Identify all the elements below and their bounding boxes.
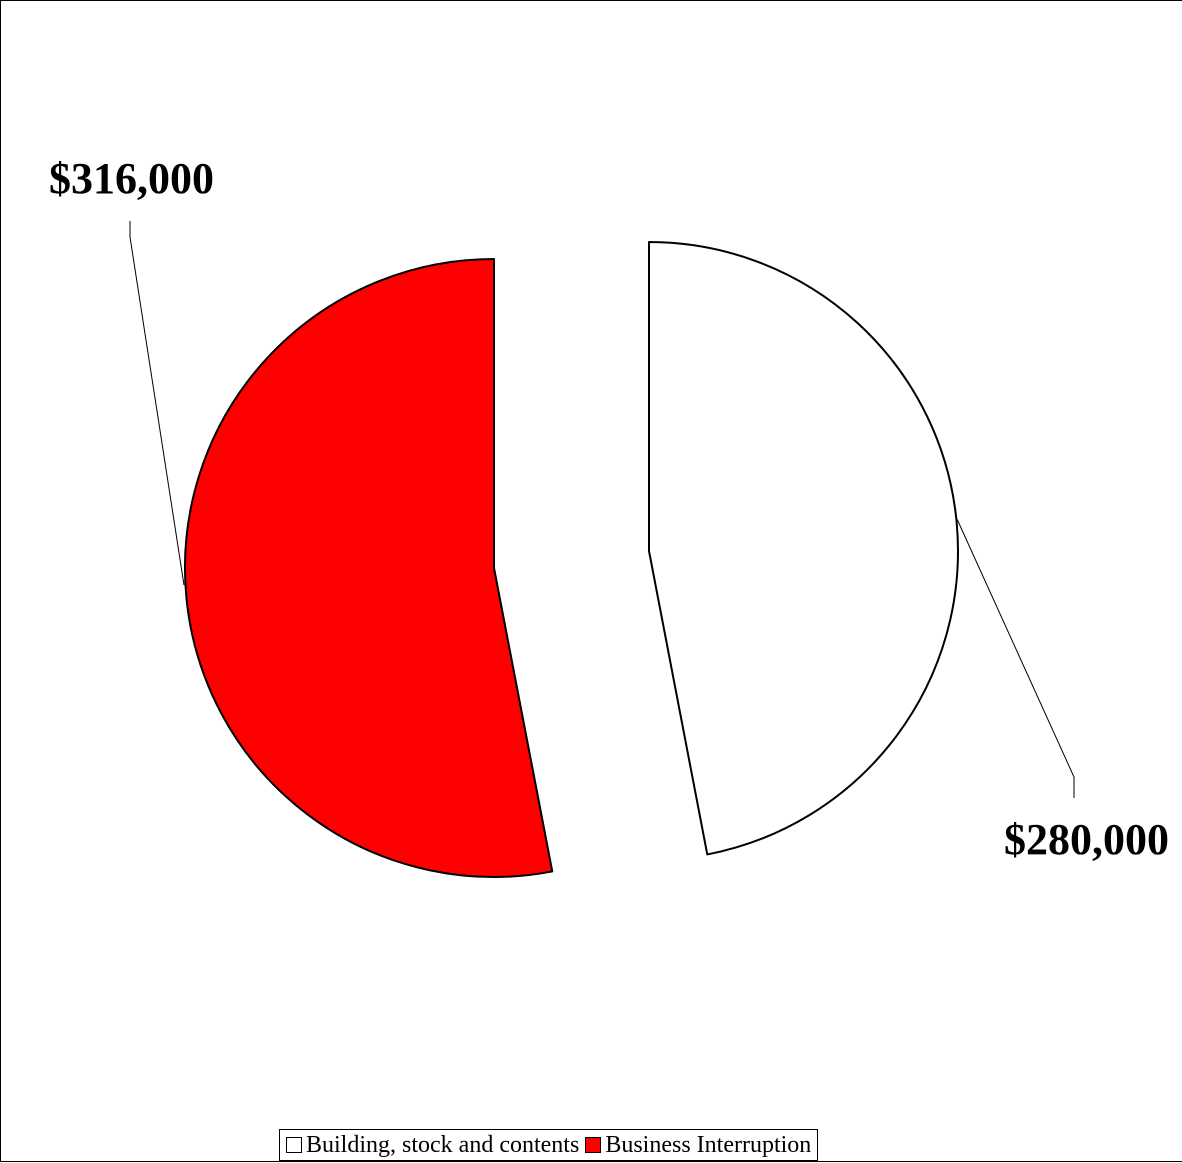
- chart-legend: Building, stock and contents Business In…: [279, 1129, 819, 1161]
- data-label: $316,000: [49, 154, 214, 203]
- data-label: $280,000: [1004, 815, 1169, 864]
- slice-business-interruption: [184, 258, 554, 878]
- legend-swatch-red: [585, 1137, 602, 1153]
- legend-label-building: Building, stock and contents: [306, 1131, 580, 1158]
- legend-label-business-interruption: Business Interruption: [605, 1131, 812, 1158]
- legend-item-building: Building, stock and contents: [286, 1132, 579, 1159]
- leader-line: [956, 518, 1075, 798]
- leader-line: [129, 221, 185, 586]
- slice-building: [648, 241, 959, 856]
- legend-item-business-interruption: Business Interruption: [585, 1132, 811, 1159]
- legend-swatch-white: [286, 1137, 302, 1153]
